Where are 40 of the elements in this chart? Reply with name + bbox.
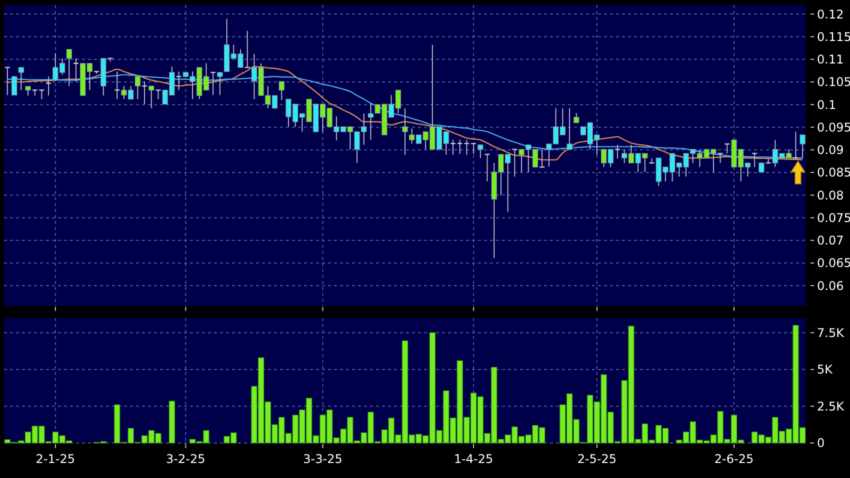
- bar: [168, 400, 175, 444]
- y-tick-label: 0.07: [817, 234, 844, 248]
- y-tick-label: 0.11: [817, 52, 844, 67]
- y-tick-label: 0.065: [817, 256, 850, 270]
- candlestick: [217, 72, 223, 96]
- candlestick: [368, 102, 374, 140]
- candlestick: [758, 162, 764, 172]
- candlestick: [45, 76, 52, 96]
- candlestick: [566, 108, 572, 150]
- candlestick: [25, 86, 31, 96]
- y-tick-label: 5K: [817, 362, 834, 377]
- x-tick-label: 2-5-25: [577, 452, 617, 466]
- candlestick: [800, 134, 806, 158]
- candlestick: [134, 76, 140, 100]
- y-tick-label: 0: [817, 436, 825, 450]
- candlestick: [148, 86, 154, 109]
- y-tick-label: 0.115: [817, 30, 850, 44]
- y-tick-label: 0.1: [817, 98, 836, 112]
- candlestick: [18, 66, 24, 91]
- y-tick-label: 0.12: [817, 7, 844, 22]
- candlestick: [402, 108, 408, 156]
- x-tick-label: 3-2-25: [166, 452, 206, 466]
- candlestick: [574, 112, 580, 124]
- candlestick: [478, 144, 484, 158]
- y-tick-label: 0.095: [817, 120, 850, 134]
- x-tick-label: 3-3-25: [303, 452, 342, 466]
- candlestick: [278, 80, 284, 101]
- x-tick-label: 2-6-25: [714, 452, 754, 466]
- y-tick-label: 0.09: [817, 143, 844, 158]
- candlestick: [66, 48, 72, 87]
- x-tick-label: 1-4-25: [454, 452, 494, 466]
- y-tick-label: 0.06: [817, 278, 844, 293]
- y-tick-label: 2.5K: [817, 399, 846, 414]
- y-tick-label: 0.08: [817, 188, 844, 202]
- candlestick: [12, 76, 18, 96]
- y-tick-label: 7.5K: [817, 326, 846, 340]
- y-tick-label: 0.075: [817, 210, 850, 225]
- y-tick-label: 0.085: [817, 166, 850, 180]
- y-tick-label: 0.105: [817, 75, 850, 90]
- x-tick-label: 2-1-25: [36, 452, 76, 466]
